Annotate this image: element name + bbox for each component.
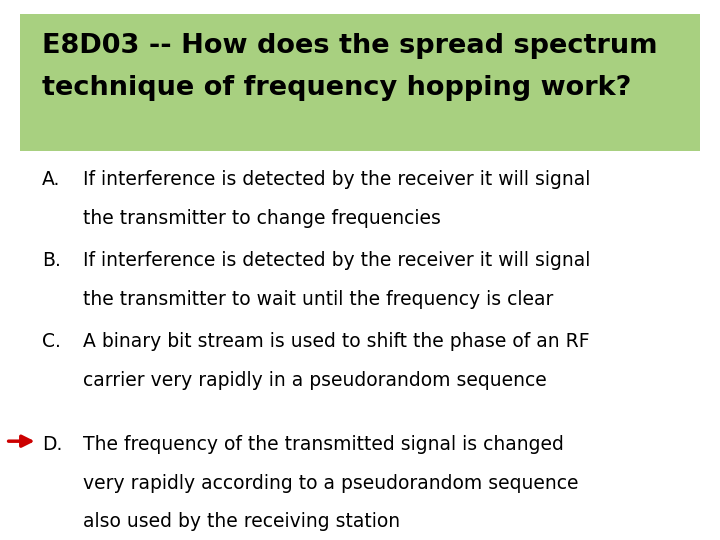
Text: E8D03 -- How does the spread spectrum: E8D03 -- How does the spread spectrum: [42, 33, 657, 59]
Text: D.: D.: [42, 435, 62, 454]
Text: also used by the receiving station: also used by the receiving station: [83, 512, 400, 531]
Text: A binary bit stream is used to shift the phase of an RF: A binary bit stream is used to shift the…: [83, 332, 590, 351]
Text: technique of frequency hopping work?: technique of frequency hopping work?: [42, 75, 631, 100]
FancyBboxPatch shape: [20, 14, 700, 151]
Text: carrier very rapidly in a pseudorandom sequence: carrier very rapidly in a pseudorandom s…: [83, 371, 546, 390]
Text: If interference is detected by the receiver it will signal: If interference is detected by the recei…: [83, 251, 590, 270]
Text: the transmitter to wait until the frequency is clear: the transmitter to wait until the freque…: [83, 290, 553, 309]
Text: C.: C.: [42, 332, 60, 351]
Text: A.: A.: [42, 170, 60, 189]
Text: very rapidly according to a pseudorandom sequence: very rapidly according to a pseudorandom…: [83, 474, 578, 492]
Text: B.: B.: [42, 251, 60, 270]
Text: If interference is detected by the receiver it will signal: If interference is detected by the recei…: [83, 170, 590, 189]
Text: the transmitter to change frequencies: the transmitter to change frequencies: [83, 209, 441, 228]
Text: The frequency of the transmitted signal is changed: The frequency of the transmitted signal …: [83, 435, 564, 454]
